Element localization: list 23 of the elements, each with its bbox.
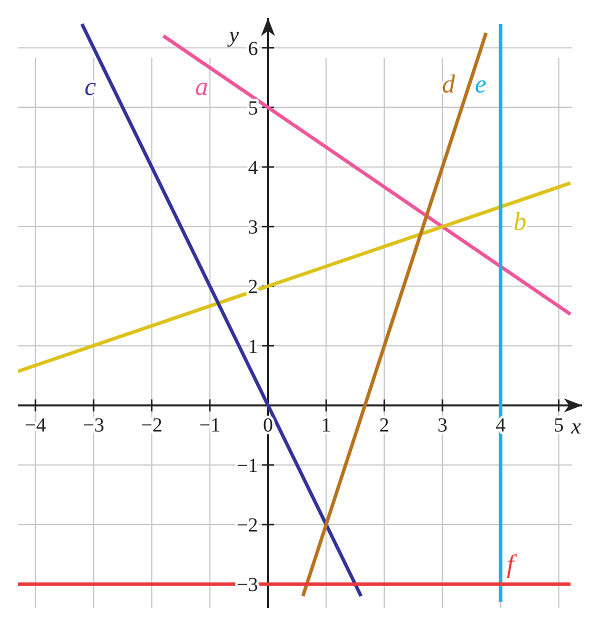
x-tick-label: −3 xyxy=(82,414,104,436)
series-label: a xyxy=(195,72,208,101)
series-label: c xyxy=(84,72,97,102)
y-tick-label: 4 xyxy=(248,156,258,179)
series-label: f xyxy=(506,550,518,579)
y-tick-label: 5 xyxy=(248,97,258,120)
x-tick-label: 1 xyxy=(321,414,332,436)
y-tick-label: −1 xyxy=(236,454,258,477)
x-tick-label: 2 xyxy=(379,414,390,436)
x-tick-label: −4 xyxy=(24,414,46,436)
y-tick-label: 1 xyxy=(248,336,258,358)
series-label: d xyxy=(442,69,456,98)
y-tick-label: 6 xyxy=(248,38,258,60)
y-axis-title: y xyxy=(227,22,240,47)
x-tick-label: −1 xyxy=(199,414,221,436)
x-tick-label: −2 xyxy=(141,414,162,436)
y-tick-label: −2 xyxy=(236,514,258,537)
x-tick-label: 3 xyxy=(437,414,448,436)
x-tick-label: 5 xyxy=(554,414,564,436)
series-label: b xyxy=(514,206,527,236)
series-label: e xyxy=(474,69,486,98)
x-axis-title: x xyxy=(570,413,582,438)
y-tick-label: 3 xyxy=(248,216,258,239)
